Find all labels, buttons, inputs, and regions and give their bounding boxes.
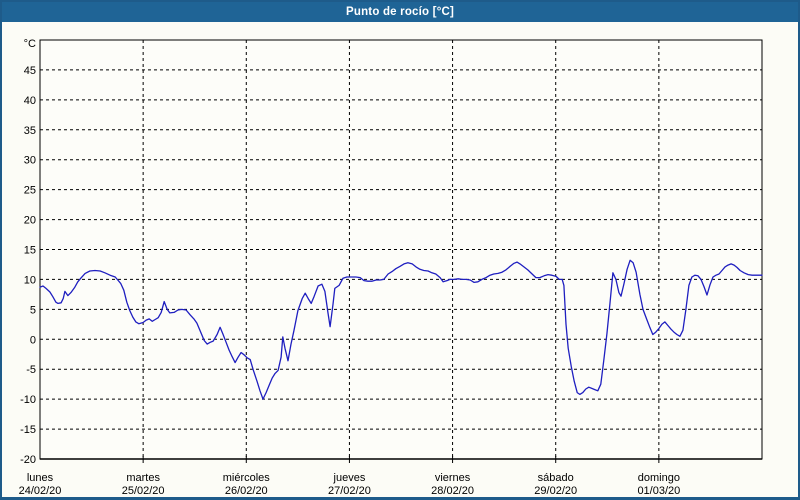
x-day-label: martes <box>126 472 160 484</box>
y-tick-label: -20 <box>20 454 36 466</box>
x-date-label: 27/02/20 <box>328 485 371 497</box>
y-tick-label: -15 <box>20 424 36 436</box>
y-tick-label: 5 <box>30 304 36 316</box>
y-tick-label: -10 <box>20 394 36 406</box>
x-date-label: 25/02/20 <box>122 485 165 497</box>
x-day-label: miércoles <box>223 472 271 484</box>
y-tick-label: 40 <box>24 95 36 107</box>
y-tick-label: 25 <box>24 185 36 197</box>
chart-panel: 45 40 35 30 25 20 15 10 5 0 -5 -10 -15 -20 °C lunes 24/0… <box>2 22 798 497</box>
x-date-label: 24/02/20 <box>19 485 62 497</box>
y-tick-label: 30 <box>24 155 36 167</box>
x-day-label: viernes <box>435 472 471 484</box>
x-day-label: lunes <box>27 472 54 484</box>
y-tick-label: 35 <box>24 125 36 137</box>
y-tick-label: -5 <box>26 364 36 376</box>
x-day-label: domingo <box>638 472 680 484</box>
x-day-label: sábado <box>538 472 574 484</box>
y-axis-unit-label: °C <box>24 38 36 50</box>
y-tick-label: 15 <box>24 245 36 257</box>
y-tick-label: 20 <box>24 215 36 227</box>
chart-title: Punto de rocío [°C] <box>345 6 455 18</box>
x-day-label: jueves <box>333 472 366 484</box>
dew-point-series-line <box>39 259 763 400</box>
y-tick-label: 0 <box>30 334 36 346</box>
y-tick-label: 45 <box>24 65 36 77</box>
x-date-label: 28/02/20 <box>431 485 474 497</box>
x-date-label: 01/03/20 <box>637 485 680 497</box>
x-date-label: 29/02/20 <box>534 485 577 497</box>
y-tick-label: 10 <box>24 274 36 286</box>
chart-title-bar: Punto de rocío [°C] <box>2 2 798 22</box>
x-date-label: 26/02/20 <box>225 485 268 497</box>
dew-point-chart: 45 40 35 30 25 20 15 10 5 0 -5 -10 -15 -20 °C lunes24/0… <box>19 38 763 497</box>
